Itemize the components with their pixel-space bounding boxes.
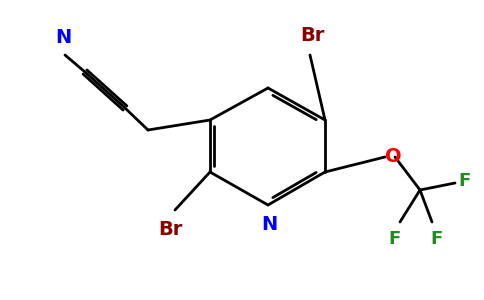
Text: N: N [55,28,71,47]
Text: F: F [431,230,443,248]
Text: F: F [389,230,401,248]
Text: N: N [261,215,277,234]
Text: Br: Br [158,220,182,239]
Text: O: O [385,148,401,166]
Text: Br: Br [300,26,324,45]
Text: F: F [459,172,471,190]
